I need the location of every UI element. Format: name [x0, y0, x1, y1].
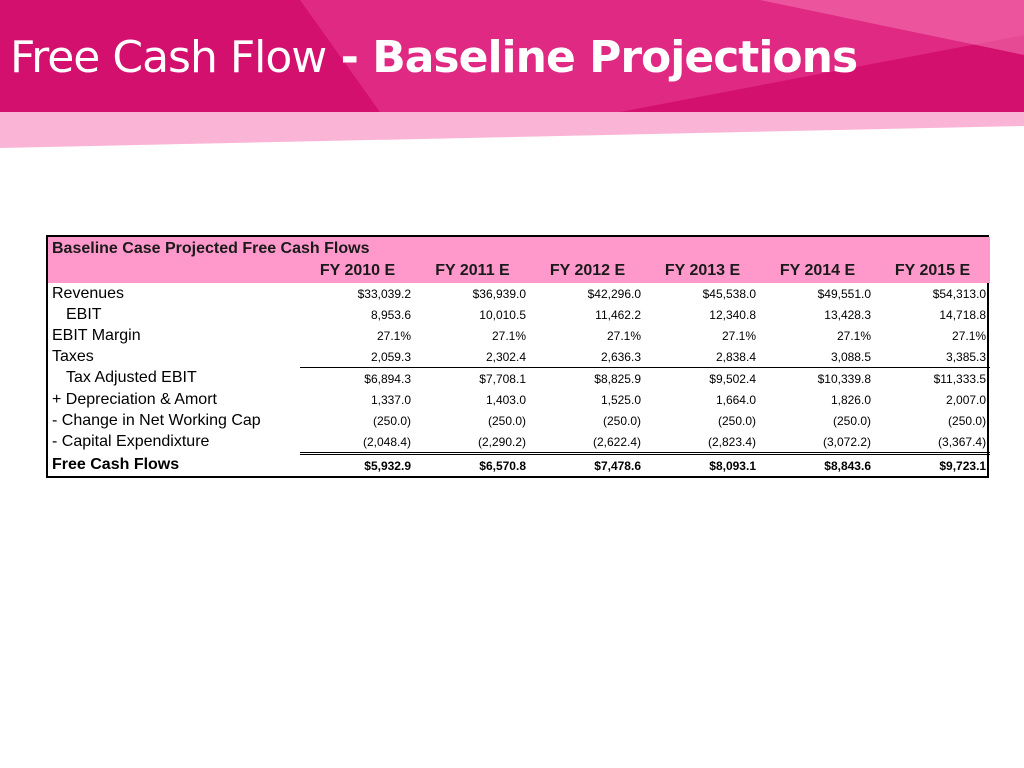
table-cell: 2,636.3	[600, 349, 641, 364]
banner-accent-stripe	[300, 0, 1024, 112]
row-label: EBIT	[66, 305, 102, 323]
table-cell: 27.1%	[606, 328, 641, 343]
title-banner	[0, 0, 1024, 148]
table-row-capex: - Capital Expendixture (2,048.4) (2,290.…	[48, 431, 990, 454]
table-cell: 12,340.8	[709, 307, 756, 322]
table-cell: 2,059.3	[370, 349, 411, 364]
table-cell: (2,290.2)	[477, 434, 526, 449]
row-label: EBIT Margin	[52, 326, 141, 344]
banner-highlight-stripe	[760, 0, 1024, 55]
table-cell: $33,039.2	[357, 286, 411, 301]
table-cell: 1,525.0	[600, 392, 641, 407]
table-row-change-nwc: - Change in Net Working Cap (250.0) (250…	[48, 410, 990, 431]
table-row-tax-adjusted-ebit: Tax Adjusted EBIT $6,894.3 $7,708.1 $8,8…	[48, 367, 991, 389]
table-cell: $6,570.8	[415, 452, 530, 476]
table-cell: (250.0)	[832, 413, 871, 428]
table-cell: (250.0)	[602, 413, 641, 428]
row-label: Free Cash Flows	[52, 455, 180, 473]
table-cell: 8,953.6	[370, 307, 411, 322]
table-cell: $9,502.4	[645, 367, 760, 389]
table-cell: $11,333.5	[875, 367, 991, 389]
table-cell: (3,072.2)	[822, 434, 871, 449]
fcf-table-grid: Baseline Case Projected Free Cash Flows …	[48, 237, 991, 476]
table-cell: 10,010.5	[479, 307, 526, 322]
row-label: Taxes	[52, 347, 94, 365]
table-cell: (2,048.4)	[362, 434, 411, 449]
table-row-taxes: Taxes 2,059.3 2,302.4 2,636.3 2,838.4 3,…	[48, 346, 990, 368]
table-cell: $8,843.6	[760, 452, 875, 476]
table-row-revenues: Revenues $33,039.2 $36,939.0 $42,296.0 $…	[48, 283, 990, 304]
table-cell: $10,339.8	[760, 367, 875, 389]
table-row-ebit: EBIT 8,953.6 10,010.5 11,462.2 12,340.8 …	[48, 304, 990, 325]
table-header-row: FY 2010 E FY 2011 E FY 2012 E FY 2013 E …	[48, 260, 991, 283]
header-spacer	[48, 260, 300, 283]
table-cell: 14,718.8	[939, 307, 987, 322]
banner-main-band	[0, 0, 1024, 112]
table-row-depreciation: + Depreciation & Amort 1,337.0 1,403.0 1…	[48, 389, 990, 410]
table-cell: 27.1%	[376, 328, 411, 343]
table-cell: 3,385.3	[946, 349, 987, 364]
table-cell: 27.1%	[491, 328, 526, 343]
table-cell: 27.1%	[952, 328, 987, 343]
table-cell: $9,723.1	[875, 452, 991, 476]
table-row-ebit-margin: EBIT Margin 27.1% 27.1% 27.1% 27.1% 27.1…	[48, 325, 990, 346]
table-cell: 1,826.0	[830, 392, 871, 407]
table-title: Baseline Case Projected Free Cash Flows	[48, 237, 991, 260]
slide-title-emphasis: - Baseline Projections	[340, 32, 859, 83]
table-cell: 2,007.0	[946, 392, 987, 407]
free-cash-flow-table: Baseline Case Projected Free Cash Flows …	[46, 235, 991, 478]
row-label: + Depreciation & Amort	[52, 390, 217, 408]
slide-title: Free Cash Flow - Baseline Projections	[10, 30, 859, 86]
row-label: - Change in Net Working Cap	[52, 411, 261, 429]
table-cell: (3,367.4)	[938, 434, 987, 449]
column-header: FY 2014 E	[760, 260, 875, 283]
row-label: Revenues	[52, 284, 125, 302]
table-cell: 27.1%	[721, 328, 756, 343]
table-cell: $5,932.9	[300, 452, 415, 476]
table-cell: 2,838.4	[715, 349, 756, 364]
table-cell: $7,478.6	[530, 452, 645, 476]
table-cell: (250.0)	[717, 413, 756, 428]
table-cell: 2,302.4	[485, 349, 526, 364]
table-cell: 3,088.5	[830, 349, 871, 364]
table-cell: $45,538.0	[702, 286, 756, 301]
table-cell: (2,823.4)	[707, 434, 756, 449]
table-cell: 1,337.0	[370, 392, 411, 407]
column-header: FY 2012 E	[530, 260, 645, 283]
table-row-free-cash-flows: Free Cash Flows $5,932.9 $6,570.8 $7,478…	[48, 452, 991, 476]
table-cell: $54,313.0	[932, 286, 987, 301]
table-cell: (250.0)	[372, 413, 411, 428]
column-header: FY 2015 E	[875, 260, 991, 283]
table-cell: (2,622.4)	[592, 434, 641, 449]
row-label: - Capital Expendixture	[52, 433, 210, 451]
banner-light-band	[0, 112, 1024, 148]
table-cell: $49,551.0	[817, 286, 871, 301]
column-header: FY 2011 E	[415, 260, 530, 283]
row-label: Tax Adjusted EBIT	[66, 369, 197, 387]
table-cell: 27.1%	[836, 328, 871, 343]
table-cell: $42,296.0	[587, 286, 641, 301]
table-cell: 1,403.0	[485, 392, 526, 407]
table-cell: $6,894.3	[300, 367, 415, 389]
table-cell: 11,462.2	[595, 307, 641, 322]
table-cell: 13,428.3	[824, 307, 871, 322]
table-cell: 1,664.0	[715, 392, 756, 407]
table-cell: $8,093.1	[645, 452, 760, 476]
table-cell: $7,708.1	[415, 367, 530, 389]
column-header: FY 2013 E	[645, 260, 760, 283]
slide-title-main: Free Cash Flow	[10, 32, 327, 83]
table-cell: $8,825.9	[530, 367, 645, 389]
table-cell: $36,939.0	[472, 286, 526, 301]
table-cell: (250.0)	[948, 413, 987, 428]
table-title-row: Baseline Case Projected Free Cash Flows	[48, 237, 991, 260]
column-header: FY 2010 E	[300, 260, 415, 283]
table-cell: (250.0)	[487, 413, 526, 428]
